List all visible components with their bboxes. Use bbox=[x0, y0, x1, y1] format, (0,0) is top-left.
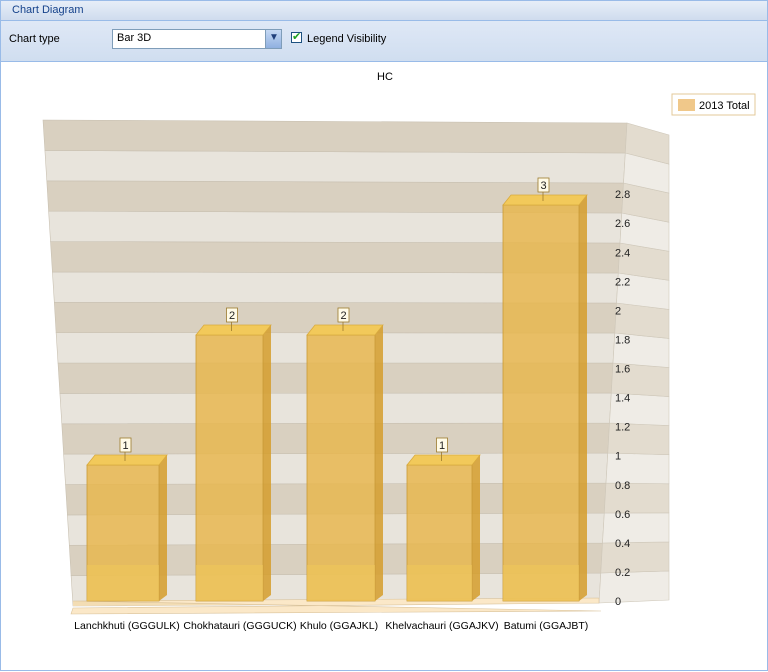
data-label: 1 bbox=[439, 440, 445, 452]
x-tick-label: Batumi (GGAJBT) bbox=[504, 620, 589, 632]
window-title: Chart Diagram bbox=[12, 4, 84, 16]
data-label: 1 bbox=[122, 440, 128, 452]
bar-base-highlight bbox=[407, 565, 472, 601]
bar-top-face bbox=[406, 454, 481, 466]
data-label-box bbox=[226, 307, 238, 323]
legend-visibility-checkbox[interactable]: ✔ bbox=[291, 31, 302, 43]
y-tick-label: 2.6 bbox=[615, 218, 630, 230]
data-label-box bbox=[337, 307, 350, 323]
y-tick-label: 2 bbox=[615, 305, 621, 317]
chart-type-label: Chart type bbox=[9, 33, 60, 45]
bar-side-face bbox=[579, 195, 587, 601]
y-tick-label: 1 bbox=[615, 451, 621, 463]
y-tick-label: 1.6 bbox=[615, 364, 630, 376]
bar: 1 bbox=[86, 437, 168, 602]
bar-top-face bbox=[502, 194, 588, 206]
bar-top-face bbox=[195, 324, 272, 336]
data-label: 2 bbox=[229, 310, 235, 322]
bar-base-highlight bbox=[196, 565, 263, 601]
bar-side-face bbox=[472, 455, 480, 601]
chart-title: HC bbox=[377, 71, 393, 83]
bar-front-face bbox=[306, 334, 376, 602]
chart-type-select[interactable]: Bar 3D ▼ bbox=[112, 29, 282, 49]
y-tick-label: 2.4 bbox=[615, 247, 630, 259]
y-tick-label: 1.8 bbox=[615, 334, 630, 346]
checkmark-icon: ✔ bbox=[292, 31, 302, 43]
bar-side-face bbox=[375, 325, 383, 601]
data-label-box bbox=[436, 437, 448, 453]
y-tick-label: 0.8 bbox=[615, 480, 630, 492]
bar-series: 1 2 2 1 3 bbox=[86, 177, 588, 602]
side-wall-band bbox=[598, 570, 670, 604]
bar-top-face bbox=[306, 324, 384, 336]
legend-visibility-label: Legend Visibility bbox=[307, 33, 387, 45]
chart-legend: 2013 Total bbox=[671, 93, 756, 116]
legend-swatch bbox=[678, 99, 695, 111]
chart-toolbar: Chart type Bar 3D ▼ ✔ Legend Visibility bbox=[1, 21, 767, 62]
data-label: 2 bbox=[340, 310, 346, 322]
chart-area: HC 0 0.2 0.4 0.6 0.8 1 1.2 1.4 1.6 1.8 2 2.2 2.4 2.6 2… bbox=[1, 63, 767, 670]
data-label-box bbox=[537, 177, 550, 193]
chevron-down-icon: ▼ bbox=[269, 32, 279, 43]
bar-top-face bbox=[86, 454, 168, 466]
bar-side-face bbox=[263, 325, 271, 601]
y-tick-label: 0.4 bbox=[615, 538, 630, 550]
y-tick-label: 2.8 bbox=[615, 189, 630, 201]
y-tick-label: 1.2 bbox=[615, 422, 630, 434]
x-tick-label: Lanchkhuti (GGGULK) bbox=[74, 620, 180, 632]
y-tick-label: 1.4 bbox=[615, 393, 630, 405]
side-wall-band bbox=[600, 541, 670, 574]
bar-front-face bbox=[502, 204, 580, 602]
side-wall-band bbox=[624, 122, 670, 165]
dropdown-button[interactable]: ▼ bbox=[265, 30, 281, 48]
back-wall-band bbox=[42, 119, 628, 154]
bar-front-face bbox=[195, 334, 264, 602]
y-tick-label: 0 bbox=[615, 596, 621, 608]
y-tick-label: 0.6 bbox=[615, 509, 630, 521]
bar: 3 bbox=[502, 177, 588, 602]
bar: 1 bbox=[406, 437, 481, 602]
y-tick-label: 0.2 bbox=[615, 567, 630, 579]
bar-3d-chart: HC 0 0.2 0.4 0.6 0.8 1 1.2 1.4 1.6 1.8 2 2.2 2.4 2.6 2… bbox=[42, 71, 756, 632]
y-axis: 0 0.2 0.4 0.6 0.8 1 1.2 1.4 1.6 1.8 2 2.2 2.4 2.6 2.8 bbox=[615, 189, 630, 608]
side-wall-band bbox=[603, 482, 670, 514]
bar: 2 bbox=[195, 307, 272, 602]
bar-side-face bbox=[159, 455, 167, 601]
bar: 2 bbox=[306, 307, 384, 602]
side-wall-band bbox=[602, 512, 670, 544]
x-axis: Lanchkhuti (GGGULK) Chokhatauri (GGGUCK) K… bbox=[74, 620, 588, 632]
chart-type-value: Bar 3D bbox=[117, 32, 152, 44]
y-tick-label: 2.2 bbox=[615, 276, 630, 288]
bar-base-highlight bbox=[87, 565, 159, 601]
data-label: 3 bbox=[540, 180, 546, 192]
x-tick-label: Khulo (GGAJKL) bbox=[300, 620, 378, 632]
floor-plane bbox=[70, 597, 602, 615]
window-titlebar: Chart Diagram bbox=[1, 1, 767, 21]
legend-entry: 2013 Total bbox=[699, 100, 750, 112]
x-tick-label: Khelvachauri (GGAJKV) bbox=[385, 620, 498, 632]
x-tick-label: Chokhatauri (GGGUCK) bbox=[183, 620, 296, 632]
data-label-box bbox=[119, 437, 132, 453]
bar-base-highlight bbox=[307, 565, 375, 601]
bar-base-highlight bbox=[503, 565, 579, 601]
